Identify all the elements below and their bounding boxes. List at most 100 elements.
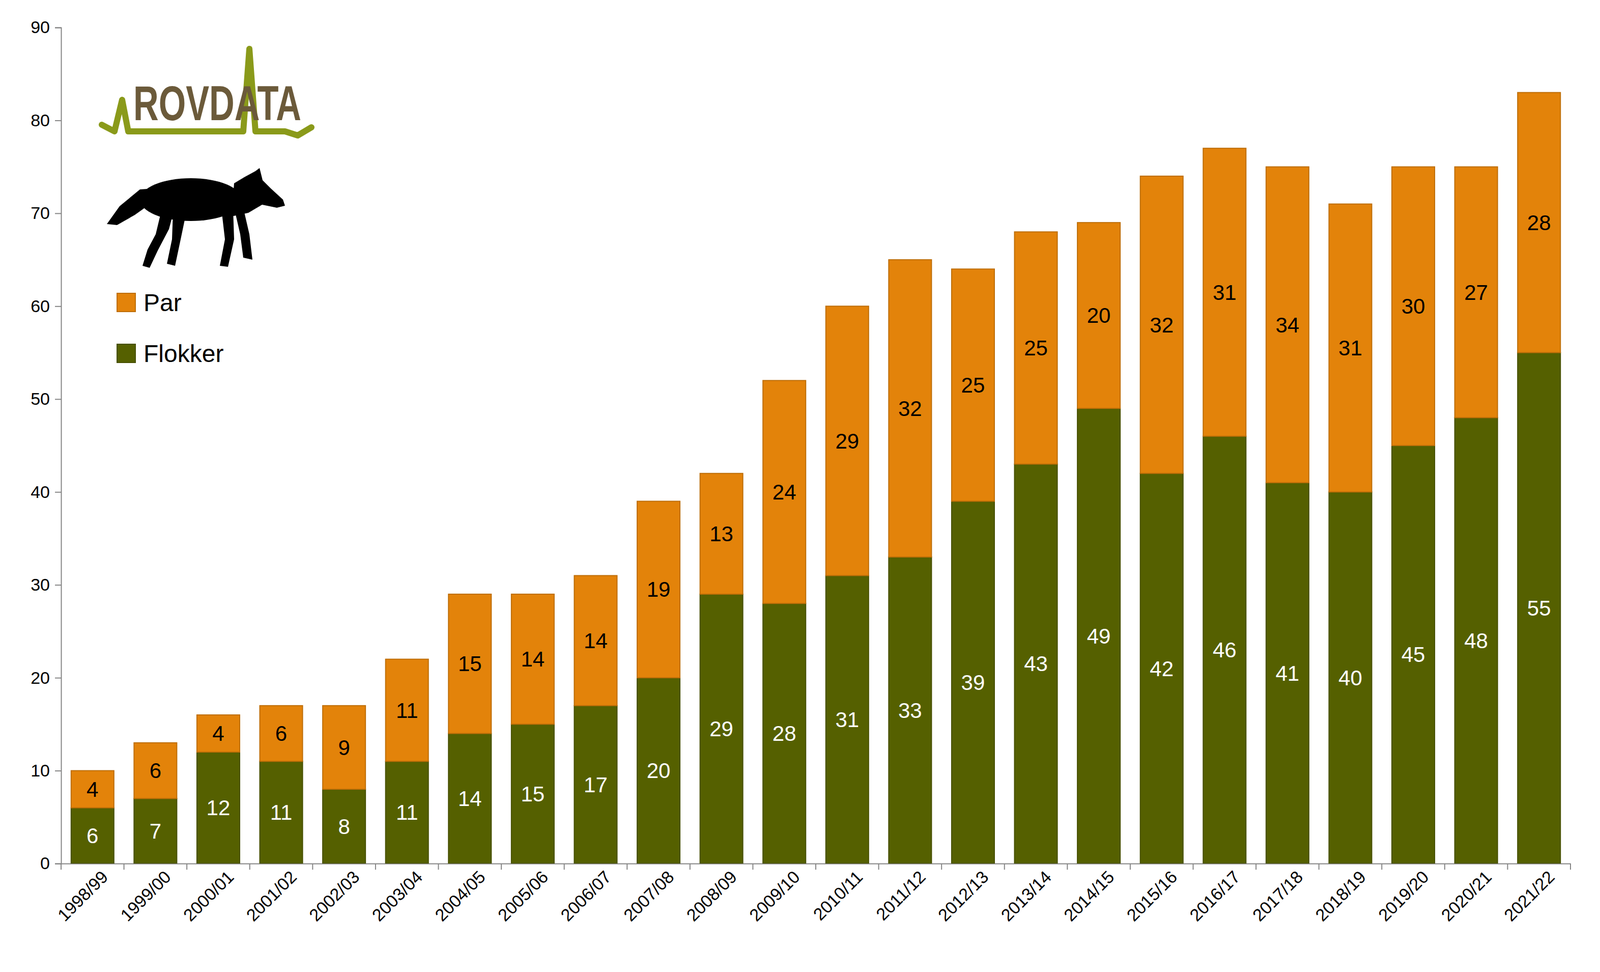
bar-segment <box>951 500 995 864</box>
bar-segment <box>1328 204 1372 493</box>
bar-segment <box>385 659 429 762</box>
data-label: 8 <box>337 814 350 839</box>
y-tick-label: 0 <box>40 852 50 873</box>
logo-line <box>101 48 312 136</box>
data-label: 7 <box>149 818 162 843</box>
x-boundary-tick <box>563 863 565 870</box>
x-tick-label: 1999/00 <box>116 866 175 925</box>
x-boundary-tick <box>249 863 251 870</box>
y-tick-mark <box>54 491 62 493</box>
data-label: 27 <box>1464 280 1489 305</box>
y-tick: 70 <box>30 203 62 223</box>
x-tick-label: 2002/03 <box>305 866 364 925</box>
y-tick-mark <box>54 120 62 122</box>
data-label: 31 <box>1338 335 1363 360</box>
y-tick-mark <box>54 212 62 214</box>
data-label: 20 <box>1087 303 1111 328</box>
data-label: 9 <box>337 735 350 760</box>
data-label: 4 <box>212 721 224 746</box>
y-tick-mark <box>54 584 62 586</box>
x-tick-label: 2012/13 <box>934 866 993 925</box>
data-label: 45 <box>1401 642 1426 667</box>
bar-segment <box>700 593 744 864</box>
bar-segment <box>133 797 177 864</box>
x-tick: 2001/02 <box>242 863 301 925</box>
x-tick: 2013/14 <box>996 863 1055 925</box>
bar-segment <box>1140 473 1184 864</box>
x-tick-label: 2008/09 <box>682 866 741 925</box>
x-tick: 2000/01 <box>179 863 238 925</box>
bar-segment <box>637 677 680 864</box>
x-tick: 2018/19 <box>1311 863 1370 925</box>
x-tick-label: 2009/10 <box>745 866 804 925</box>
x-boundary-tick <box>1066 863 1068 870</box>
x-boundary-tick <box>1255 863 1257 870</box>
x-boundary-tick <box>186 863 188 870</box>
data-label: 28 <box>1527 210 1552 235</box>
bar-segment <box>1454 166 1498 418</box>
x-tick: 2017/18 <box>1248 863 1307 925</box>
x-boundary-tick <box>940 863 942 870</box>
x-tick: 1999/00 <box>116 863 175 925</box>
data-label: 25 <box>1023 335 1048 360</box>
bar-segment <box>1266 166 1309 483</box>
data-label: 12 <box>206 795 231 820</box>
wolf-icon <box>106 167 285 268</box>
x-tick-label: 2003/04 <box>367 866 426 925</box>
bar-segment <box>1014 463 1058 864</box>
x-boundary-tick <box>311 863 313 870</box>
bar-segment <box>888 259 932 557</box>
bar-segment <box>700 473 744 594</box>
data-label: 6 <box>149 758 162 783</box>
y-tick-label: 90 <box>30 17 50 37</box>
y-tick-mark <box>54 769 62 771</box>
legend-label: Par <box>143 289 182 317</box>
x-tick: 2011/12 <box>872 863 930 924</box>
data-label: 4 <box>86 777 99 802</box>
data-label: 6 <box>86 823 99 848</box>
data-label: 17 <box>583 772 608 797</box>
x-tick: 2016/17 <box>1185 863 1244 925</box>
x-boundary-tick <box>1506 863 1508 870</box>
x-tick-label: 2016/17 <box>1185 866 1244 925</box>
y-tick: 30 <box>30 574 62 594</box>
bar-segment <box>1517 92 1561 353</box>
legend-swatch <box>117 344 136 363</box>
data-label: 15 <box>521 781 546 806</box>
data-label: 11 <box>270 800 293 824</box>
x-tick: 2009/10 <box>745 863 804 925</box>
logo-text: ROVDATA <box>133 75 302 131</box>
x-tick-label: 2021/22 <box>1500 866 1559 925</box>
x-tick: 2012/13 <box>934 863 993 925</box>
bar-segment <box>1077 408 1121 864</box>
data-label: 14 <box>458 786 482 811</box>
x-tick-label: 2010/11 <box>809 866 867 924</box>
bar-segment <box>260 705 303 761</box>
x-boundary-tick <box>1129 863 1131 870</box>
bar-segment <box>1328 491 1372 864</box>
data-label: 13 <box>709 521 734 546</box>
data-label: 29 <box>835 429 860 453</box>
y-tick: 10 <box>30 760 62 780</box>
bar-segment <box>1014 231 1058 464</box>
data-label: 55 <box>1527 595 1552 620</box>
bar-segment <box>322 705 366 789</box>
bar-segment <box>196 714 240 752</box>
bar-segment <box>322 788 366 864</box>
y-tick: 40 <box>30 481 62 502</box>
bar-segment <box>71 807 114 864</box>
x-boundary-tick <box>1569 863 1571 870</box>
x-tick: 2020/21 <box>1437 863 1496 925</box>
x-tick: 2002/03 <box>305 863 364 925</box>
data-label: 46 <box>1212 637 1237 662</box>
data-label: 33 <box>898 698 923 723</box>
y-tick-mark <box>54 27 62 29</box>
y-tick-label: 50 <box>30 388 50 409</box>
data-label: 29 <box>709 716 734 741</box>
x-boundary-tick <box>1381 863 1383 870</box>
data-label: 14 <box>583 628 608 653</box>
bar-segment <box>448 733 492 864</box>
y-axis: 0102030405060708090 <box>30 17 62 873</box>
y-tick-mark <box>54 863 62 865</box>
logo: ROVDATA <box>101 48 312 136</box>
